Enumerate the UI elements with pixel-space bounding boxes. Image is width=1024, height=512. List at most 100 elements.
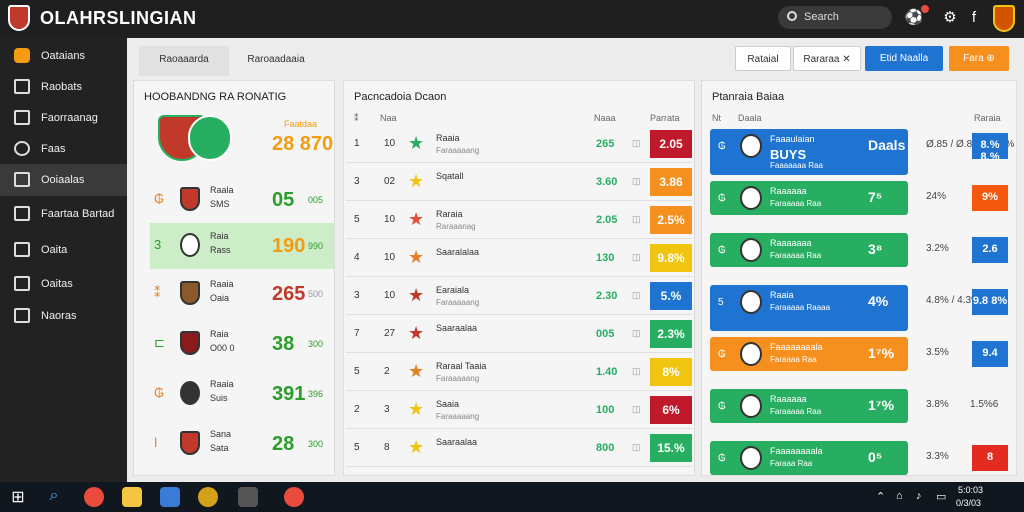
player-card[interactable]: ₲ Raaaaaa Faraaaaa Raa 1⁷% <box>710 389 908 423</box>
odds-badge[interactable]: 8.% 8.% <box>972 133 1008 163</box>
odds-badge[interactable]: 9% <box>972 185 1008 211</box>
row-value: 2.05 <box>596 214 618 226</box>
table-row[interactable]: 5 2 ★ Raraal Taaia Faraaaaang 1.40 ◫ 8% <box>346 355 692 391</box>
player-card[interactable]: ₲ Raaaaaa Faraaaaa Raa 7⁵ <box>710 181 908 215</box>
sidebar-item-2[interactable]: Raobats <box>0 71 127 103</box>
row-number: 10 <box>384 252 396 263</box>
match-row[interactable]: ǀ Sana Sata 28 300 <box>150 421 334 467</box>
player-card[interactable]: ₲ Faaaaaaaala Faraaa Raa 0⁵ <box>710 441 908 475</box>
odds-badge[interactable]: 2.6 <box>972 237 1008 263</box>
match-name: Sana <box>210 429 232 439</box>
sidebar-item-3[interactable]: Faorraanag <box>0 102 127 134</box>
battery-icon[interactable]: ▭ <box>936 491 947 503</box>
toolbar-button-1[interactable]: Rataial <box>735 46 791 71</box>
row-name: Saaralalaa <box>436 247 480 257</box>
row-rank: 5 <box>354 366 360 377</box>
chat-icon <box>14 141 30 156</box>
search-icon[interactable]: ⌕ <box>49 487 59 504</box>
odds-badge[interactable]: 2.05 <box>650 130 692 158</box>
network-icon[interactable]: ⌂ <box>896 490 903 502</box>
match-row[interactable]: ⊏ Raia O00 0 38 300 <box>150 321 334 367</box>
app-icon[interactable] <box>160 487 180 507</box>
odds-badge[interactable]: 3.86 <box>650 168 692 196</box>
card-percentage: Ø.85 / Ø.88 / 33.8% <box>926 139 1015 150</box>
odds-badge[interactable]: 9.4 <box>972 341 1008 367</box>
sidebar-item-9[interactable]: Naoras <box>0 300 127 332</box>
match-row[interactable]: ₲ Raala SMS 05 005 <box>150 177 334 223</box>
toolbar-button-4[interactable]: Fara ⊕ <box>949 46 1009 71</box>
tab-2[interactable]: Raroaadaaia <box>247 54 305 65</box>
folder-icon[interactable] <box>122 487 142 507</box>
app-icon[interactable] <box>198 487 218 507</box>
odds-badge[interactable]: 6% <box>650 396 692 424</box>
toolbar-button-3[interactable]: Etid Naalla <box>865 46 943 71</box>
row-mark: ◫ <box>632 404 641 414</box>
match-row[interactable]: 3 Raia Rass 190 990 <box>150 223 334 269</box>
player-card[interactable]: ₲ Faaaulaian BUYS Daals Faaaaaaa Raa <box>710 129 908 175</box>
odds-badge[interactable]: 8% <box>650 358 692 386</box>
match-name: Sata <box>210 443 229 453</box>
football-icon[interactable]: ⚽ <box>904 9 924 26</box>
game-icon[interactable] <box>238 487 258 507</box>
odds-badge[interactable]: 2.5% <box>650 206 692 234</box>
sidebar-item-label: Oaitas <box>41 278 73 290</box>
team-crest-icon <box>188 115 232 161</box>
odds-badge[interactable]: 2.3% <box>650 320 692 348</box>
settings-icon[interactable]: ⚙ <box>943 9 957 26</box>
player-card[interactable]: 5 Raaia Faraaaaa Raaaa 4% <box>710 285 908 331</box>
windows-start-icon[interactable]: ⊞ <box>11 489 25 506</box>
row-mark: ◫ <box>632 138 641 148</box>
table-row[interactable]: 5 8 ★ Saaraalaa 800 ◫ 15.% <box>346 431 692 467</box>
card-percentage: 3.5% <box>926 347 949 358</box>
row-sub: Faraaaaang <box>436 298 480 307</box>
match-row[interactable]: ₲ Raaia Suis 391 396 <box>150 371 334 417</box>
sidebar-item-6[interactable]: Faartaa Bartad <box>0 198 127 230</box>
chrome-icon[interactable] <box>84 487 104 507</box>
match-row[interactable]: ⁑ Raaia Oaia 265 500 <box>150 271 334 317</box>
match-rank: ₲ <box>154 191 165 206</box>
sidebar-item-5[interactable]: Ooiaalas <box>0 164 127 196</box>
odds-badge[interactable]: 5.% <box>650 282 692 310</box>
odds-badge[interactable]: 8 <box>972 445 1008 471</box>
table-row[interactable]: 4 10 ★ Saaralalaa 130 ◫ 9.8% <box>346 241 692 277</box>
table-row[interactable]: 5 10 ★ Raraia Raraaanag 2.05 ◫ 2.5% <box>346 203 692 239</box>
odds-badge[interactable]: 9.8% <box>650 244 692 272</box>
search-icon <box>787 11 797 21</box>
hero-score: 28 870 <box>272 133 334 155</box>
panel-title: Ptanraia Baiaa <box>712 91 785 103</box>
card-rank: ₲ <box>718 193 726 204</box>
match-odd: 500 <box>308 289 324 299</box>
table-row[interactable]: 7 27 ★ Saaraalaa 005 ◫ 2.3% <box>346 317 692 353</box>
star-icon: ★ <box>408 361 425 381</box>
grid-icon <box>14 79 30 94</box>
row-sub: Faraaaaang <box>436 412 480 421</box>
toolbar-button-2[interactable]: Rararaa ✕ <box>793 46 861 71</box>
table-row[interactable]: 3 02 ★ Sqatall 3.60 ◫ 3.86 <box>346 165 692 201</box>
match-odd: 990 <box>308 241 324 251</box>
profile-crest-icon[interactable] <box>993 5 1015 32</box>
table-row[interactable]: 3 10 ★ Earaiala Faraaaaang 2.30 ◫ 5.% <box>346 279 692 315</box>
row-rank: 2 <box>354 404 360 415</box>
player-card[interactable]: ₲ Raaaaaaa Faraaaaa Raa 3⁸ <box>710 233 908 267</box>
facebook-icon[interactable]: f <box>971 9 977 26</box>
chevron-up-icon[interactable]: ⌃ <box>876 491 886 503</box>
sidebar-item-7[interactable]: Oaita <box>0 234 127 266</box>
tab-1[interactable]: Raoaaarda <box>139 46 229 76</box>
card-sublabel: Faraaaaa Raa <box>770 199 822 208</box>
card-percentage: 4.8% / 4.3% <box>926 295 980 306</box>
sidebar-item-8[interactable]: Oaitas <box>0 268 127 300</box>
app-title: OLAHRSLINGIAN <box>40 8 197 28</box>
odds-badge[interactable]: 15.% <box>650 434 692 462</box>
row-name: Raaia <box>436 133 460 143</box>
search-input[interactable]: Search <box>778 6 892 29</box>
chrome-icon[interactable] <box>284 487 304 507</box>
row-name: Raraia <box>436 209 463 219</box>
row-number: 27 <box>384 328 396 339</box>
volume-icon[interactable]: ♪ <box>916 490 922 502</box>
odds-badge[interactable]: 9.8 8% <box>972 289 1008 315</box>
sidebar-item-1[interactable]: Oataians <box>0 40 127 72</box>
player-card[interactable]: ₲ Faaaaaaaala Faraaaa Raa 1⁷% <box>710 337 908 371</box>
table-row[interactable]: 2 3 ★ Saaia Faraaaaang 100 ◫ 6% <box>346 393 692 429</box>
sidebar-item-4[interactable]: Faas <box>0 133 127 165</box>
table-row[interactable]: 1 10 ★ Raaia Faraaaaang 265 ◫ 2.05 <box>346 127 692 163</box>
